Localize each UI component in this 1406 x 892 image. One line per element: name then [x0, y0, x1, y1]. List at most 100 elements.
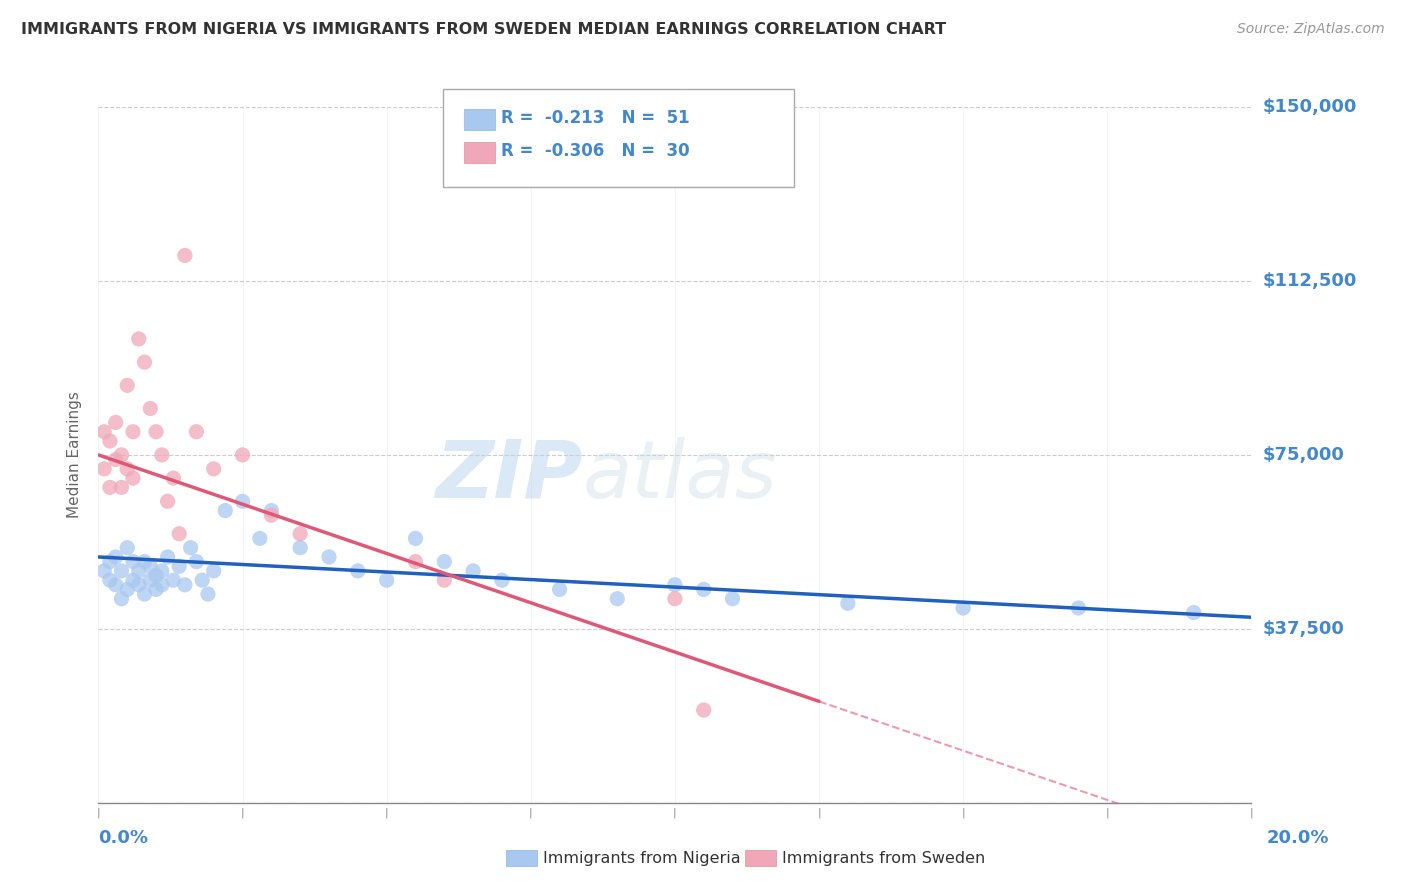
Point: [693, 582, 716, 597]
Text: |: |: [385, 807, 388, 818]
Point: [150, 564, 173, 578]
Point: [145, 568, 167, 582]
Point: [122, 555, 145, 569]
Point: [249, 532, 271, 546]
Point: [174, 578, 197, 592]
Point: [433, 555, 456, 569]
Point: [104, 578, 127, 592]
Point: [150, 578, 173, 592]
Point: [145, 582, 167, 597]
Point: [104, 416, 127, 430]
Text: ZIP: ZIP: [436, 437, 582, 515]
Point: [191, 573, 214, 587]
Point: [260, 508, 283, 523]
Text: |: |: [1105, 807, 1109, 818]
Point: [664, 578, 686, 592]
Point: [128, 578, 150, 592]
Point: [231, 494, 254, 508]
Point: [150, 448, 173, 462]
Point: [110, 480, 132, 494]
Point: [664, 591, 686, 606]
Point: [491, 573, 513, 587]
Point: [180, 541, 202, 555]
Point: [174, 248, 197, 262]
Point: [122, 573, 145, 587]
Point: [167, 559, 190, 574]
Point: [202, 564, 225, 578]
Text: 20.0%: 20.0%: [1267, 829, 1329, 847]
Text: $150,000: $150,000: [1263, 98, 1357, 116]
Point: [214, 503, 236, 517]
Point: [231, 448, 254, 462]
Text: IMMIGRANTS FROM NIGERIA VS IMMIGRANTS FROM SWEDEN MEDIAN EARNINGS CORRELATION CH: IMMIGRANTS FROM NIGERIA VS IMMIGRANTS FR…: [21, 22, 946, 37]
Point: [202, 462, 225, 476]
Point: [186, 425, 208, 439]
Point: [162, 471, 184, 485]
Text: |: |: [817, 807, 821, 818]
Point: [98, 573, 121, 587]
Point: [134, 587, 156, 601]
Point: [134, 555, 156, 569]
Point: [156, 494, 179, 508]
Point: [98, 434, 121, 448]
Point: [346, 564, 368, 578]
Point: [606, 591, 628, 606]
Point: [318, 549, 340, 564]
Point: [1067, 601, 1090, 615]
Point: [167, 526, 190, 541]
Point: [122, 471, 145, 485]
Point: [162, 573, 184, 587]
Point: [433, 573, 456, 587]
Point: [186, 555, 208, 569]
Point: [98, 555, 121, 569]
Point: [98, 480, 121, 494]
Point: [128, 332, 150, 346]
Point: [110, 591, 132, 606]
Point: [110, 564, 132, 578]
Point: [139, 573, 162, 587]
Point: [721, 591, 744, 606]
Text: Immigrants from Nigeria: Immigrants from Nigeria: [543, 851, 741, 865]
Text: $75,000: $75,000: [1263, 446, 1344, 464]
Text: |: |: [529, 807, 533, 818]
Point: [134, 355, 156, 369]
Point: [405, 555, 427, 569]
Point: [197, 587, 219, 601]
Text: Source: ZipAtlas.com: Source: ZipAtlas.com: [1237, 22, 1385, 37]
Point: [693, 703, 716, 717]
Point: [1182, 606, 1205, 620]
Text: Immigrants from Sweden: Immigrants from Sweden: [782, 851, 986, 865]
Point: [110, 448, 132, 462]
Text: |: |: [962, 807, 965, 818]
Text: |: |: [240, 807, 245, 818]
Point: [139, 401, 162, 416]
Point: [128, 564, 150, 578]
Point: [93, 564, 115, 578]
Point: [117, 378, 138, 392]
Text: atlas: atlas: [582, 437, 778, 515]
Text: $37,500: $37,500: [1263, 620, 1344, 638]
Text: |: |: [673, 807, 676, 818]
Text: R =  -0.306   N =  30: R = -0.306 N = 30: [501, 142, 689, 160]
Point: [461, 564, 484, 578]
Point: [93, 462, 115, 476]
Text: R =  -0.213   N =  51: R = -0.213 N = 51: [501, 109, 689, 127]
Point: [145, 425, 167, 439]
Text: $112,500: $112,500: [1263, 272, 1357, 290]
Point: [260, 503, 283, 517]
Point: [290, 526, 312, 541]
Point: [375, 573, 398, 587]
Point: [104, 452, 127, 467]
Point: [952, 601, 974, 615]
Point: [117, 462, 138, 476]
Point: [290, 541, 312, 555]
Point: [156, 549, 179, 564]
Text: |: |: [97, 807, 100, 818]
Point: [837, 596, 859, 610]
Point: [139, 559, 162, 574]
Point: [548, 582, 571, 597]
Point: [117, 541, 138, 555]
Text: 0.0%: 0.0%: [98, 829, 149, 847]
Point: [122, 425, 145, 439]
Point: [405, 532, 427, 546]
